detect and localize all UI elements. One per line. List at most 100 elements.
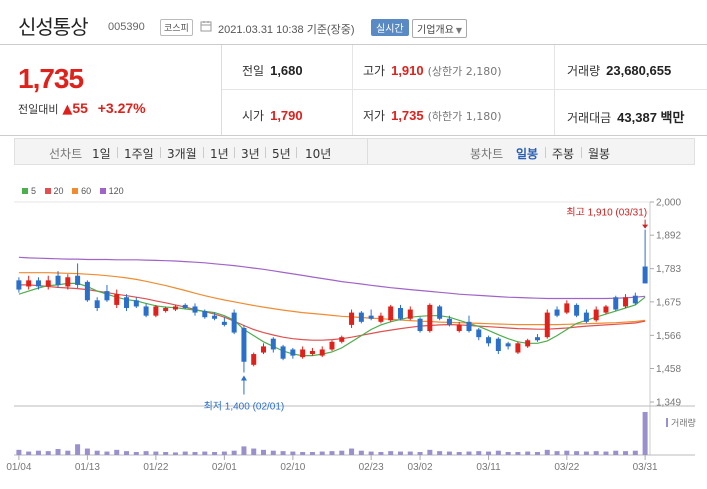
candle-body [251,354,257,365]
volume-bar [241,446,247,455]
monthly-candle-button[interactable]: 월봉 [588,147,611,161]
period-3m-button[interactable]: 3개월 [167,147,197,161]
chart-toolbar: 선차트 1일 1주일 3개월 1년 3년 5년 10년 봉차트 일봉 주봉 월봉 [14,138,695,165]
candle-body [133,300,139,307]
x-tick-label: 02/23 [359,462,384,473]
candle-body [583,312,589,322]
candle-body [574,304,580,316]
candle-body [202,311,208,318]
weekly-candle-button[interactable]: 주봉 [552,147,575,161]
candle-body [358,312,364,322]
candle-body [417,318,423,332]
volume-bar [339,450,345,455]
candle-body [339,337,345,342]
current-price: 1,735 [18,63,84,94]
period-10y-button[interactable]: 10년 [305,147,332,161]
x-tick-label: 01/13 [75,462,100,473]
volume-bar [202,451,208,455]
candle-body [221,321,227,325]
candle-body [603,306,609,313]
candle-body [35,280,41,287]
volume-bar [368,451,374,455]
candle-body [349,312,355,325]
candle-body [172,306,178,310]
candle-body [261,346,267,353]
volume-bar [124,451,130,455]
volume-bar [94,450,100,455]
company-info-dropdown[interactable]: 기업개요 ▼ [412,19,467,38]
candle-body [407,309,413,319]
daily-candle-button[interactable]: 일봉 [516,147,539,161]
candle-body [397,307,403,319]
volume-bar [65,450,71,455]
y-axis: 2,000 1,892 1,783 1,675 1,566 1,458 1,349 [650,198,681,409]
legend-ma20: 20 [44,186,64,196]
candle-body [270,338,276,350]
y-tick-label: 1,566 [656,331,681,342]
period-1d-button[interactable]: 1일 [92,147,111,161]
candle-body [104,291,110,301]
candle-body [495,338,501,352]
candle-body [55,275,61,285]
candle-body [486,337,492,344]
volume-bar [45,451,51,455]
amount-label: 거래대금 [567,111,612,125]
candle-body [505,343,511,347]
high-price: 고가 1,910 (상한가 2,180) [352,45,502,90]
volume-bar [564,450,570,455]
realtime-button[interactable]: 실시간 [371,19,409,36]
chart-grid [14,201,695,456]
volume-bar [75,444,81,455]
candle-body [378,315,384,322]
candle-body [124,297,130,308]
volume-bar [221,451,227,455]
price-change: 전일대비 ▲55 +3.27% [18,100,146,117]
candle-body [300,349,306,358]
volume-bar [544,449,550,455]
period-1w-button[interactable]: 1주일 [124,147,154,161]
volume-bar [231,450,237,455]
quote-summary: 1,735 전일대비 ▲55 +3.27% 전일 1,680 고가 1,910 (상한… [0,44,707,136]
volume-bar [466,451,472,455]
low-label: 저가 [363,109,386,123]
candle-body [515,343,521,353]
open-price: 시가 1,790 [242,90,303,135]
volume-bar [397,451,403,455]
low-price: 저가 1,735 (하한가 1,180) [352,90,502,135]
candle-body [437,306,443,319]
y-tick-label: 1,892 [656,231,681,242]
calendar-icon [200,21,212,32]
volume-bar [55,448,61,455]
period-3y-button[interactable]: 3년 [241,147,260,161]
ma-legend: 5 20 60 120 [22,186,130,196]
stock-code: 005390 [108,21,145,33]
volume-bar [261,449,267,455]
up-triangle-icon: ▲ [62,102,73,117]
period-1y-button[interactable]: 1년 [210,147,229,161]
annotations: 최고 1,910 (03/31) 최저 1,400 (02/01) 거래량 [204,207,696,428]
candle-body [143,306,149,316]
volume-bar [554,451,560,455]
market-badge: 코스피 [160,19,193,36]
candle-body [427,304,433,332]
volume-bar [515,451,521,455]
y-tick-label: 1,349 [656,398,681,409]
volume-bar [309,451,315,455]
candle-body [182,304,188,308]
volume-bars [16,412,648,455]
volume-bar [613,450,619,455]
upper-limit: (상한가 2,180) [427,65,502,78]
high-annotation: 최고 1,910 (03/31) [566,207,647,219]
volume-bar [525,451,531,455]
volume-bar [280,451,286,455]
volume-legend-label: 거래량 [671,417,696,428]
volume-bar [358,450,364,455]
volume-bar [623,451,629,455]
volume-bar [388,451,394,455]
volume-bar [329,451,335,455]
candle-body [319,349,325,356]
period-5y-button[interactable]: 5년 [272,147,291,161]
high-value: 1,910 [391,63,424,78]
candle-body [84,281,90,301]
volume-bar [192,451,198,455]
